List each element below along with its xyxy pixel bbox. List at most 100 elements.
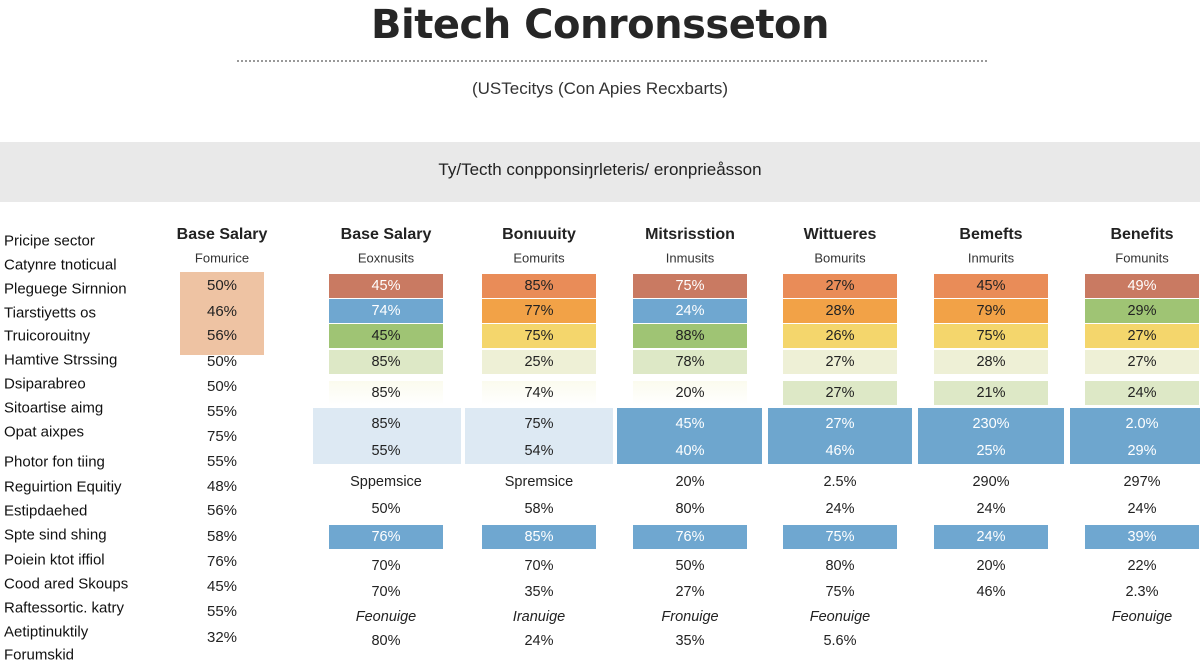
table-cell: 49% <box>1085 274 1199 298</box>
table-cell: 28% <box>934 350 1048 374</box>
light-blue-band <box>465 408 613 464</box>
table-cell: 56% <box>206 502 238 519</box>
column-header: Base Salary <box>176 226 268 243</box>
column-subheader: Inmusits <box>665 250 715 266</box>
table-cell: 74% <box>482 381 596 405</box>
row-label: Truicorouitny <box>4 327 91 345</box>
row-label: Poiein ktot iffiol <box>4 551 105 569</box>
table-cell: 25% <box>976 443 1006 459</box>
row-label: Opat aixpes <box>4 423 85 441</box>
table-cell: 5.6% <box>823 633 857 649</box>
table-cell: 24% <box>976 501 1006 517</box>
table-cell: 45% <box>329 324 443 348</box>
table-cell: 50% <box>371 501 401 517</box>
table-cell: 20% <box>976 558 1006 574</box>
column-header: Mitsrisstion <box>645 226 735 243</box>
table-cell: 70% <box>524 558 554 574</box>
row-label: Dsiparabreo <box>4 375 86 393</box>
table-cell: 20% <box>633 381 747 405</box>
table-cell: 2.5% <box>823 474 857 490</box>
row-label: Estipdaehed <box>4 502 88 520</box>
column-header: Bonıuuity <box>502 226 576 243</box>
table-cell: 55% <box>206 603 238 620</box>
table-cell: 24% <box>1127 501 1157 517</box>
table-cell: 50% <box>675 558 705 574</box>
table-cell: 25% <box>482 350 596 374</box>
table-cell: 35% <box>524 584 554 600</box>
table-cell: 46% <box>825 443 855 459</box>
table-cell: 48% <box>206 478 238 495</box>
table-cell: 77% <box>482 299 596 323</box>
table-cell: 85% <box>482 274 596 298</box>
table-cell: 80% <box>675 501 705 517</box>
row-label: Raftessortic. katry <box>4 599 125 617</box>
table-cell: 24% <box>1085 381 1199 405</box>
table-cell: 27% <box>783 274 897 298</box>
dark-blue-band <box>918 408 1064 464</box>
column-subheader: Bomurits <box>814 250 866 266</box>
table-cell: 35% <box>675 633 705 649</box>
title-divider <box>237 60 987 62</box>
table-cell: 50% <box>206 277 238 294</box>
table-cell: 55% <box>371 443 401 459</box>
table-cell: 75% <box>825 584 855 600</box>
table-cell: 27% <box>825 416 855 432</box>
column-subheader: Inmurits <box>967 250 1015 266</box>
column-header: Wittueres <box>803 226 877 243</box>
column-header: Base Salary <box>340 226 432 243</box>
table-cell: 28% <box>783 299 897 323</box>
table-cell: 56% <box>206 327 238 344</box>
column-header: Bemefts <box>959 226 1023 243</box>
table-cell: 230% <box>972 416 1010 432</box>
row-label: Hamtive Strssing <box>4 351 118 369</box>
table-cell: 78% <box>633 350 747 374</box>
table-cell: 55% <box>206 403 238 420</box>
row-label: Sitoartise aimg <box>4 399 104 417</box>
table-cell: 76% <box>329 525 443 549</box>
table-cell: 50% <box>206 353 238 370</box>
column-subheader: Eomurits <box>513 250 565 266</box>
table-cell: 24% <box>825 501 855 517</box>
table-cell: 26% <box>783 324 897 348</box>
light-blue-band <box>313 408 461 464</box>
table-cell: 75% <box>633 274 747 298</box>
table-cell: 80% <box>371 633 401 649</box>
row-label: Catynre tnoticual <box>4 256 117 274</box>
table-cell: Iranuige <box>512 609 566 625</box>
table-cell: 27% <box>783 381 897 405</box>
table-cell: 32% <box>206 629 238 646</box>
table-cell: 70% <box>371 558 401 574</box>
table-cell: 290% <box>972 474 1010 490</box>
table-cell: 45% <box>675 416 705 432</box>
table-cell: 74% <box>329 299 443 323</box>
table-cell: 27% <box>675 584 705 600</box>
page-title: Bitech Conronsseton <box>371 2 829 48</box>
table-cell: 27% <box>1085 324 1199 348</box>
table-cell: 55% <box>206 453 238 470</box>
table-cell: 75% <box>482 324 596 348</box>
table-cell: 79% <box>934 299 1048 323</box>
table-cell: 20% <box>675 474 705 490</box>
table-cell: 39% <box>1085 525 1199 549</box>
table-cell: 45% <box>206 578 238 595</box>
table-cell: 24% <box>524 633 554 649</box>
table-cell: 85% <box>329 350 443 374</box>
column-subheader: Eoxnusits <box>357 250 415 266</box>
dark-blue-band <box>1070 408 1200 464</box>
table-cell: 85% <box>482 525 596 549</box>
table-cell: 75% <box>783 525 897 549</box>
table-cell: 58% <box>524 501 554 517</box>
page-subtitle: (USTecitys (Con Apies Recxbarts) <box>471 79 729 98</box>
table-cell: Feonuige <box>1111 609 1173 625</box>
table-cell: 24% <box>633 299 747 323</box>
table-cell: 22% <box>1127 558 1157 574</box>
dark-blue-band <box>768 408 912 464</box>
table-cell: 70% <box>371 584 401 600</box>
row-label: Forumskid <box>4 646 75 664</box>
table-cell: 88% <box>633 324 747 348</box>
column-header: Benefits <box>1110 226 1174 243</box>
table-cell: Fronuige <box>661 609 719 625</box>
table-cell: 54% <box>524 443 554 459</box>
table-cell: 27% <box>783 350 897 374</box>
section-band <box>0 142 1200 202</box>
